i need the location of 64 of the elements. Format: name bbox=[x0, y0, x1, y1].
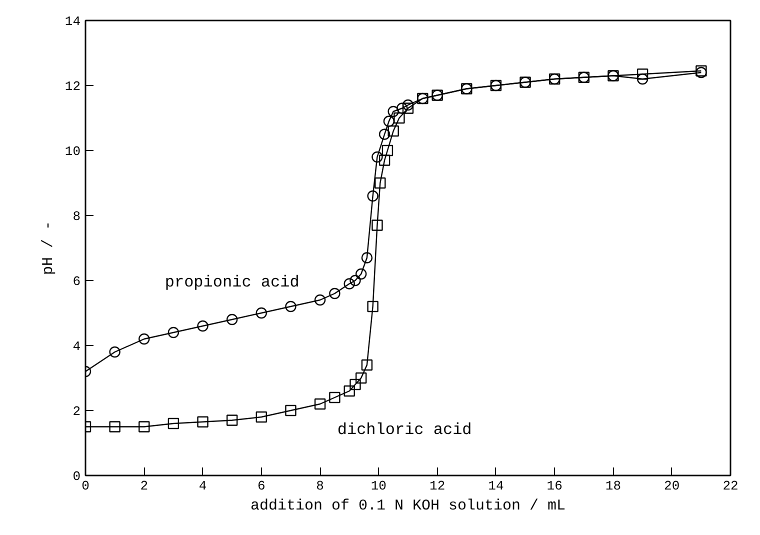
point bbox=[168, 418, 180, 430]
point bbox=[402, 102, 414, 114]
point bbox=[361, 252, 373, 264]
point bbox=[388, 106, 399, 118]
y-tick-label: 10 bbox=[64, 144, 81, 159]
point bbox=[394, 112, 405, 124]
point bbox=[138, 421, 150, 432]
x-tick-label: 18 bbox=[605, 478, 622, 494]
point bbox=[361, 359, 373, 371]
point bbox=[367, 300, 378, 312]
y-tick-label: 4 bbox=[72, 339, 81, 354]
point bbox=[350, 274, 361, 286]
y-tick-label: 14 bbox=[64, 14, 81, 29]
point bbox=[329, 288, 340, 300]
x-tick-label: 6 bbox=[258, 478, 266, 494]
x-tick-label: 8 bbox=[316, 478, 324, 494]
point bbox=[344, 385, 355, 397]
x-tick-label: 12 bbox=[430, 478, 446, 494]
point bbox=[226, 414, 238, 426]
point bbox=[285, 404, 296, 416]
point bbox=[388, 125, 399, 137]
y-tick-label: 6 bbox=[72, 274, 81, 289]
point bbox=[636, 68, 648, 80]
point bbox=[378, 128, 390, 140]
y-axis-title: pH / - bbox=[40, 220, 57, 276]
x-tick-label: 20 bbox=[664, 478, 680, 494]
point bbox=[382, 144, 394, 156]
point bbox=[344, 278, 355, 290]
point bbox=[378, 154, 390, 166]
point bbox=[372, 151, 383, 163]
point bbox=[374, 177, 386, 189]
point bbox=[109, 421, 120, 432]
annotation: dichloric acid bbox=[337, 421, 472, 439]
point bbox=[329, 392, 340, 404]
x-tick-label: 14 bbox=[488, 478, 504, 494]
point bbox=[314, 294, 326, 306]
x-tick-label: 4 bbox=[198, 478, 207, 494]
x-tick-label: 10 bbox=[370, 478, 386, 494]
x-axis-title: addition of 0.1 N KOH solution / mL bbox=[250, 498, 566, 514]
point bbox=[226, 314, 238, 326]
x-tick-label: 22 bbox=[722, 478, 738, 494]
point bbox=[285, 300, 296, 312]
point bbox=[314, 398, 326, 410]
y-tick-label: 8 bbox=[72, 209, 81, 224]
point bbox=[350, 378, 361, 390]
point bbox=[256, 411, 268, 423]
x-tick-label: 2 bbox=[140, 478, 148, 494]
point bbox=[383, 116, 395, 127]
point bbox=[138, 333, 150, 345]
point bbox=[197, 320, 208, 332]
point bbox=[367, 190, 378, 202]
y-tick-label: 0 bbox=[72, 469, 81, 484]
point bbox=[256, 307, 268, 319]
annotation: propionic acid bbox=[164, 274, 300, 292]
y-tick-label: 12 bbox=[64, 79, 81, 94]
point bbox=[372, 220, 383, 231]
point bbox=[109, 346, 120, 358]
point bbox=[355, 372, 367, 384]
x-tick-label: 16 bbox=[546, 478, 562, 494]
y-tick-label: 2 bbox=[72, 404, 81, 419]
point bbox=[636, 73, 648, 85]
point bbox=[197, 416, 208, 428]
point bbox=[355, 268, 367, 280]
point bbox=[168, 326, 180, 338]
